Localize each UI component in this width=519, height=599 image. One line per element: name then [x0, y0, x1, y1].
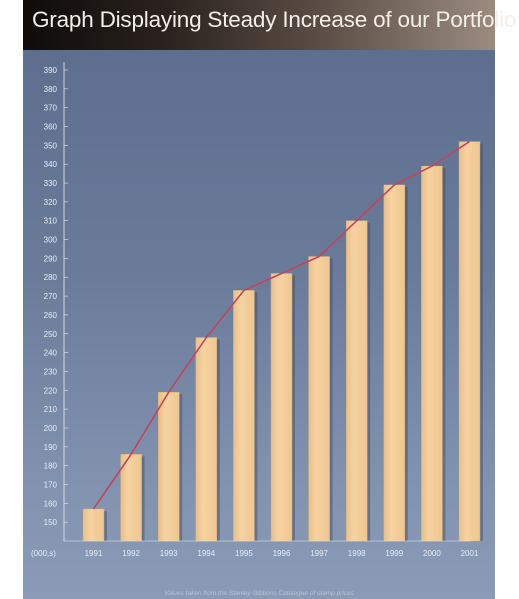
y-tick-label: 160 — [44, 499, 58, 508]
bar-chart: 150 160 170 180 190 200 210 220 230 240 250 260 270 2… — [23, 50, 495, 599]
y-tick-label: 380 — [44, 85, 58, 94]
x-tick-label: 1997 — [310, 549, 328, 558]
x-tick-label: 1991 — [85, 549, 103, 558]
x-tick-label: 1996 — [273, 549, 291, 558]
y-tick-label: 230 — [44, 367, 58, 376]
x-tick-label: 1992 — [122, 549, 140, 558]
y-tick-label: 390 — [44, 66, 58, 75]
bar-1999 — [384, 185, 405, 541]
bar-1993 — [158, 392, 179, 541]
y-tick-label: 330 — [44, 179, 58, 188]
y-tick-label: 270 — [44, 292, 58, 301]
bar-1991 — [83, 509, 104, 541]
bar-1997 — [309, 257, 330, 541]
chart-panel: 150 160 170 180 190 200 210 220 230 240 250 260 270 2… — [23, 50, 495, 599]
y-tick-label: 360 — [44, 123, 58, 132]
title-bar: Graph Displaying Steady Increase of our … — [23, 0, 495, 50]
y-axis: 150 160 170 180 190 200 210 220 230 240 250 260 270 2… — [44, 62, 68, 541]
y-tick-label: 150 — [44, 518, 58, 527]
y-tick-label: 200 — [44, 424, 58, 433]
y-tick-label: 300 — [44, 236, 58, 245]
x-tick-label: 2000 — [423, 549, 441, 558]
x-tick-label: 1993 — [160, 549, 178, 558]
bar-1992 — [121, 454, 142, 541]
bar-1994 — [196, 338, 217, 541]
y-tick-label: 320 — [44, 198, 58, 207]
x-tick-label: 2001 — [461, 549, 479, 558]
x-axis: 1991 1992 1993 1994 1995 1996 1997 1998 1999 2000… — [64, 541, 479, 558]
y-tick-label: 370 — [44, 104, 58, 113]
bar-2001 — [459, 142, 480, 541]
y-tick-label: 260 — [44, 311, 58, 320]
y-tick-label: 280 — [44, 273, 58, 282]
y-tick-label: 180 — [44, 462, 58, 471]
chart-title: Graph Displaying Steady Increase of our … — [32, 7, 516, 33]
y-tick-label: 340 — [44, 160, 58, 169]
source-note: Values taken from the Stanley Gibbons Ca… — [164, 590, 355, 597]
bar-1995 — [233, 290, 254, 541]
bar-2000 — [421, 166, 442, 541]
y-tick-label: 220 — [44, 386, 58, 395]
x-tick-label: 1994 — [197, 549, 215, 558]
y-tick-label: 250 — [44, 330, 58, 339]
y-tick-label: 170 — [44, 480, 58, 489]
y-tick-label: 290 — [44, 254, 58, 263]
units-label: (000,s) — [31, 549, 56, 558]
y-tick-label: 310 — [44, 217, 58, 226]
bars — [83, 142, 483, 541]
bar-1998 — [346, 221, 367, 541]
y-tick-label: 240 — [44, 349, 58, 358]
y-tick-label: 190 — [44, 443, 58, 452]
x-tick-label: 1998 — [348, 549, 366, 558]
y-tick-label: 350 — [44, 141, 58, 150]
x-tick-label: 1999 — [385, 549, 403, 558]
y-tick-label: 210 — [44, 405, 58, 414]
x-tick-label: 1995 — [235, 549, 253, 558]
bar-1996 — [271, 273, 292, 541]
